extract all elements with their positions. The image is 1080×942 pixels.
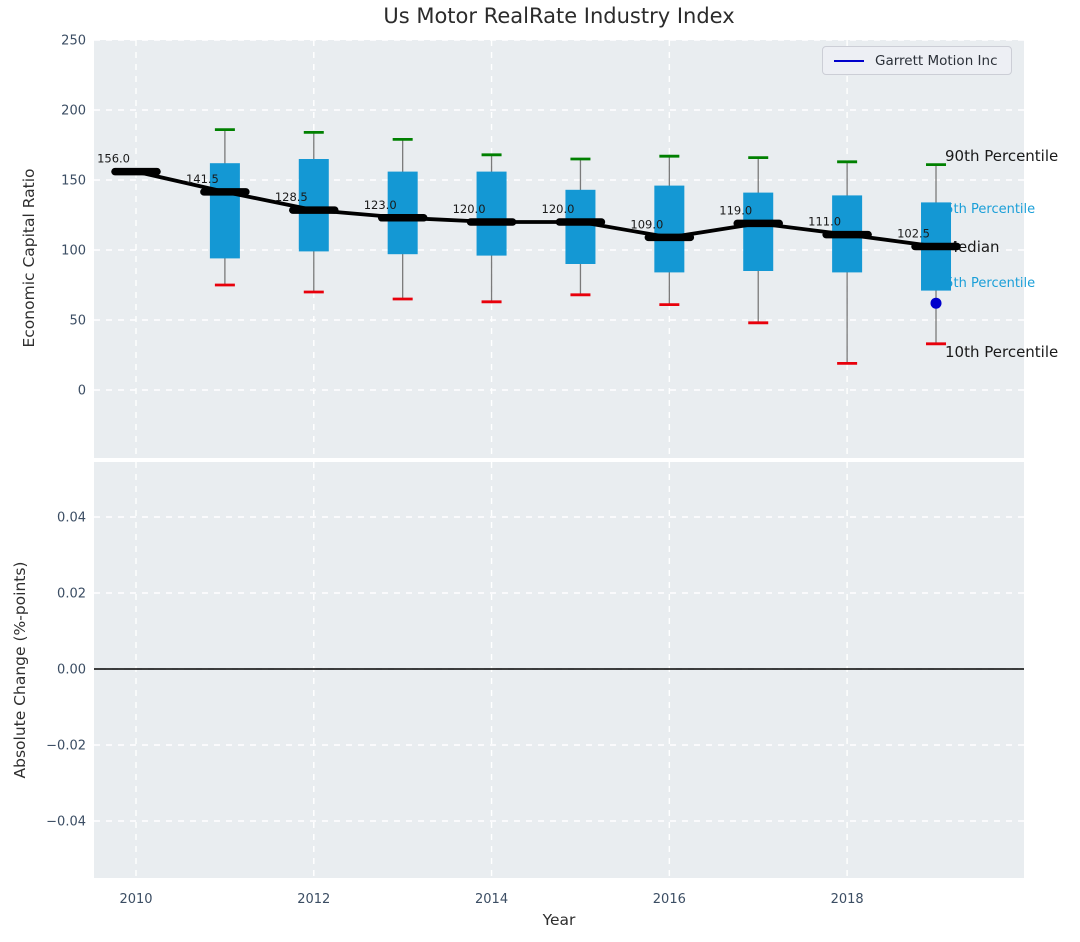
xtick: 2014 bbox=[475, 892, 508, 907]
box-2014 bbox=[476, 171, 507, 256]
annotation-median: Median bbox=[945, 238, 1000, 256]
annotation-75th-percentile: 75th Percentile bbox=[937, 202, 1035, 217]
legend: Garrett Motion Inc bbox=[822, 46, 1012, 75]
ytick-bottom: −0.02 bbox=[46, 739, 86, 754]
ytick-top: 150 bbox=[61, 174, 86, 189]
median-value-label-2011: 141.5 bbox=[186, 172, 219, 186]
median-value-label-2010: 156.0 bbox=[97, 152, 130, 166]
ytick-top: 200 bbox=[61, 104, 86, 119]
ytick-top: 250 bbox=[61, 34, 86, 49]
median-value-label-2016: 109.0 bbox=[630, 217, 663, 231]
top-plot-background bbox=[94, 40, 1024, 458]
legend-label: Garrett Motion Inc bbox=[875, 52, 998, 69]
ytick-top: 100 bbox=[61, 244, 86, 259]
xtick: 2010 bbox=[119, 892, 152, 907]
ytick-bottom: 0.00 bbox=[57, 663, 86, 678]
ytick-bottom: 0.02 bbox=[57, 587, 86, 602]
median-value-label-2015: 120.0 bbox=[542, 202, 575, 216]
company-point-2019 bbox=[930, 297, 942, 309]
ytick-bottom: 0.04 bbox=[57, 511, 86, 526]
annotation-10th-percentile: 10th Percentile bbox=[945, 343, 1058, 361]
xtick: 2018 bbox=[831, 892, 864, 907]
ytick-top: 50 bbox=[69, 314, 86, 329]
legend-line-swatch bbox=[834, 59, 864, 62]
ytick-bottom: −0.04 bbox=[46, 815, 86, 830]
x-axis-label: Year bbox=[542, 911, 576, 929]
y-axis-label-top: Economic Capital Ratio bbox=[20, 168, 38, 348]
box-2017 bbox=[743, 192, 774, 271]
box-2013 bbox=[387, 171, 418, 255]
y-axis-label-bottom: Absolute Change (%-points) bbox=[11, 561, 29, 779]
xtick: 2012 bbox=[297, 892, 330, 907]
xtick: 2016 bbox=[653, 892, 686, 907]
ytick-top: 0 bbox=[78, 384, 86, 399]
chart-title: Us Motor RealRate Industry Index bbox=[383, 4, 735, 28]
box-2015 bbox=[565, 189, 596, 264]
box-2011 bbox=[209, 163, 240, 259]
median-value-label-2018: 111.0 bbox=[808, 215, 841, 229]
median-value-label-2019: 102.5 bbox=[897, 227, 930, 241]
median-value-label-2012: 128.5 bbox=[275, 190, 308, 204]
bottom-plot-background bbox=[94, 462, 1024, 878]
box-2012 bbox=[298, 159, 329, 252]
annotation-25th-percentile: 25th Percentile bbox=[937, 276, 1035, 291]
annotation-90th-percentile: 90th Percentile bbox=[945, 147, 1058, 165]
median-value-label-2017: 119.0 bbox=[719, 203, 752, 217]
median-line bbox=[135, 169, 937, 249]
median-value-label-2014: 120.0 bbox=[453, 202, 486, 216]
median-value-label-2013: 123.0 bbox=[364, 198, 397, 212]
box-2016 bbox=[654, 185, 685, 273]
